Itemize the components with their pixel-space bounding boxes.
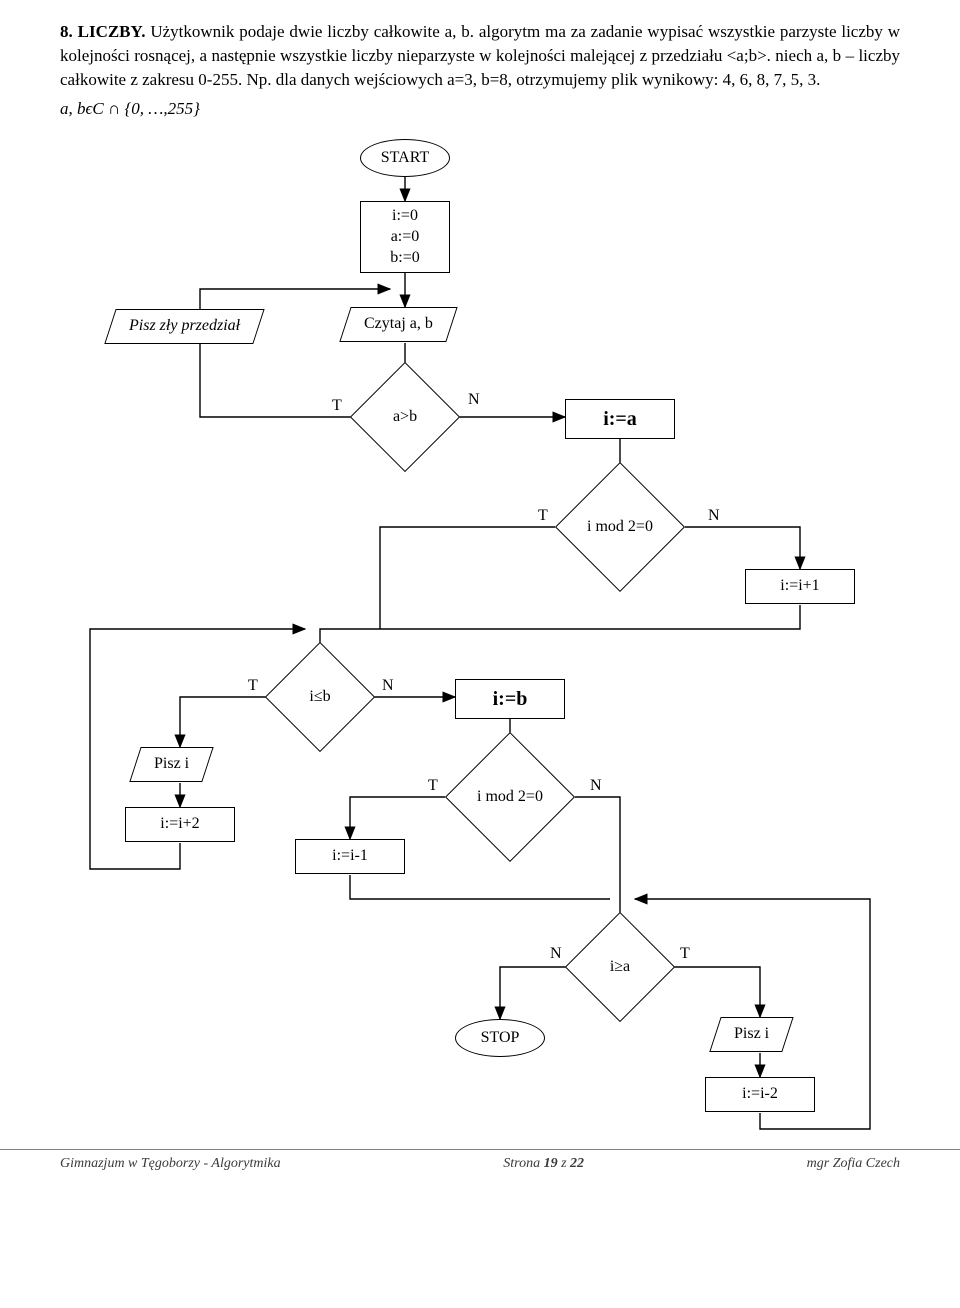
proc-i-minus-1: i:=i-1 xyxy=(295,839,405,874)
label-t4: T xyxy=(428,777,438,795)
task-text: 8. LICZBY. Użytkownik podaje dwie liczby… xyxy=(60,20,900,91)
decision-i-ge-a: i≥a xyxy=(565,937,675,997)
proc-ib-label: i:=b xyxy=(493,686,528,712)
task-title: LICZBY. xyxy=(78,22,146,41)
footer-center: Strona 19 z 22 xyxy=(503,1156,584,1172)
io-bad-text: zły przedział xyxy=(160,317,240,334)
task-number: 8. xyxy=(60,22,73,41)
label-n1: N xyxy=(468,391,480,409)
proc-i-b: i:=b xyxy=(455,679,565,719)
proc-i-minus-2: i:=i-2 xyxy=(705,1077,815,1112)
footer: Gimnazjum w Tęgoborzy - Algorytmika Stro… xyxy=(0,1149,960,1192)
io-read-label: Czytaj a, b xyxy=(364,314,433,335)
footer-right: mgr Zofia Czech xyxy=(807,1156,900,1172)
start-node: START xyxy=(360,139,450,177)
arrows-layer xyxy=(60,139,900,1139)
stop-node: STOP xyxy=(455,1019,545,1057)
dec-igea-label: i≥a xyxy=(610,957,630,978)
dec-ileb-label: i≤b xyxy=(309,687,330,708)
label-t5: T xyxy=(680,945,690,963)
proc-i-a: i:=a xyxy=(565,399,675,439)
proc-i-plus-1: i:=i+1 xyxy=(745,569,855,604)
proc-ip2-label: i:=i+2 xyxy=(160,814,199,835)
task-body: Użytkownik podaje dwie liczby całkowite … xyxy=(60,22,900,89)
footer-left: Gimnazjum w Tęgoborzy - Algorytmika xyxy=(60,1156,281,1172)
label-t1: T xyxy=(332,397,342,415)
label-t2: T xyxy=(538,507,548,525)
flowchart: START i:=0 a:=0 b:=0 Pisz zły przedział … xyxy=(60,139,900,1139)
decision-mod-lower: i mod 2=0 xyxy=(445,767,575,827)
label-n3: N xyxy=(382,677,394,695)
proc-im2-label: i:=i-2 xyxy=(742,1084,778,1105)
start-label: START xyxy=(381,148,429,169)
proc-ip1-label: i:=i+1 xyxy=(780,576,819,597)
proc-i-plus-2: i:=i+2 xyxy=(125,807,235,842)
dec-mod2-label: i mod 2=0 xyxy=(477,787,543,808)
formula: a, bϵC ∩ {0, …,255} xyxy=(60,99,900,119)
io-bad-range: Pisz zły przedział xyxy=(110,309,259,344)
init-1: a:=0 xyxy=(391,227,420,248)
io-pisz1-label: Pisz i xyxy=(154,754,189,775)
io-print-right: Pisz i xyxy=(715,1017,788,1052)
io-pisz2-label: Pisz i xyxy=(734,1024,769,1045)
label-n2: N xyxy=(708,507,720,525)
label-n5: N xyxy=(550,945,562,963)
io-read: Czytaj a, b xyxy=(345,307,452,342)
stop-label: STOP xyxy=(481,1028,520,1049)
init-node: i:=0 a:=0 b:=0 xyxy=(360,201,450,273)
decision-mod-upper: i mod 2=0 xyxy=(555,497,685,557)
proc-im1-label: i:=i-1 xyxy=(332,846,368,867)
decision-i-le-b: i≤b xyxy=(265,667,375,727)
dec-mod1-label: i mod 2=0 xyxy=(587,517,653,538)
init-2: b:=0 xyxy=(390,248,419,269)
proc-ia-label: i:=a xyxy=(603,406,637,432)
io-print-left: Pisz i xyxy=(135,747,208,782)
label-t3: T xyxy=(248,677,258,695)
decision-a-gt-b: a>b xyxy=(350,387,460,447)
dec-ab-label: a>b xyxy=(393,407,417,428)
label-n4: N xyxy=(590,777,602,795)
init-0: i:=0 xyxy=(392,206,418,227)
